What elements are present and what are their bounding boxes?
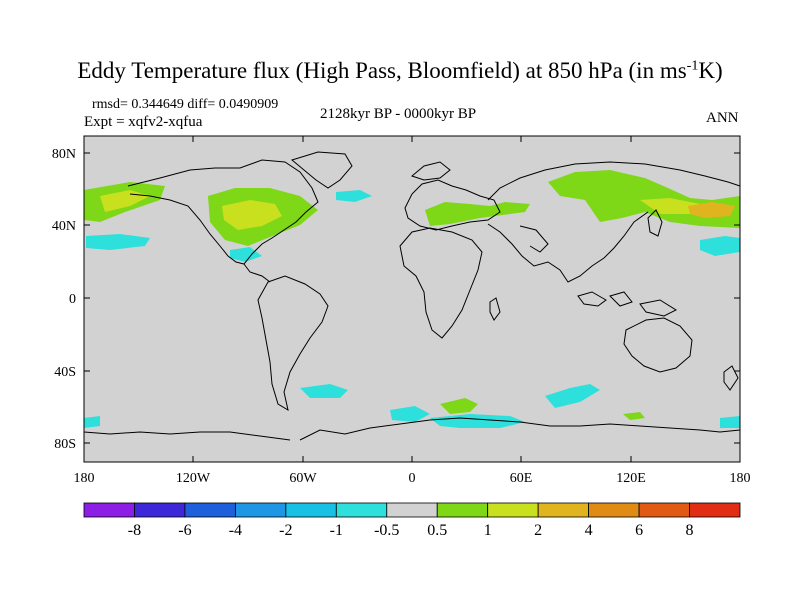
colorbar-label: -0.5: [374, 522, 399, 539]
y-axis: [84, 152, 740, 444]
x-tick-label: 60W: [289, 471, 317, 486]
colorbar-label: 1: [484, 522, 492, 539]
colorbar-swatch: [83, 502, 135, 518]
y-tick-label: 40S: [54, 365, 76, 380]
anomaly-negative-patches: [84, 190, 740, 428]
coastlines: [83, 151, 741, 441]
colorbar-swatch: [588, 502, 640, 518]
colorbar-swatch: [335, 502, 388, 518]
x-tick-label: 120E: [616, 471, 646, 486]
colorbar-label: -4: [229, 522, 242, 539]
colorbar-swatch: [689, 502, 741, 518]
colorbar-swatch: [184, 502, 236, 518]
x-tick-label: 180: [74, 471, 95, 486]
anomaly-yellow-patches: [100, 190, 700, 230]
x-tick-label: 0: [409, 471, 416, 486]
time-period-label: 2128kyr BP - 0000kyr BP: [320, 106, 477, 122]
colorbar-label: 2: [534, 522, 542, 539]
x-axis: [83, 136, 741, 462]
colorbar-label: 4: [585, 522, 593, 539]
colorbar-label: -8: [128, 522, 141, 539]
x-tick-label: 120W: [176, 471, 211, 486]
y-tick-label: 80N: [52, 147, 76, 162]
x-tick-label: 180: [730, 471, 751, 486]
colorbar-label: 6: [635, 522, 643, 539]
colorbar-swatch: [386, 502, 438, 518]
y-tick-label: 80S: [54, 437, 76, 452]
season-label: ANN: [706, 110, 739, 126]
experiment-label: Expt = xqfv2-xqfua: [84, 114, 203, 130]
colorbar-label: -6: [178, 522, 191, 539]
colorbar: [83, 502, 741, 518]
colorbar-label: -2: [279, 522, 292, 539]
y-tick-label: 40N: [52, 219, 76, 234]
anomaly-orange-patches: [688, 202, 735, 218]
rmsd-diff-stats: rmsd= 0.344649 diff= 0.0490909: [92, 97, 279, 112]
colorbar-label: 0.5: [427, 522, 447, 539]
colorbar-label: 8: [686, 522, 694, 539]
colorbar-swatch: [234, 502, 287, 518]
y-tick-label: 0: [69, 292, 76, 307]
colorbar-swatch: [537, 502, 590, 518]
x-tick-label: 60E: [510, 471, 533, 486]
colorbar-swatch: [638, 502, 690, 518]
plot-title: Eddy Temperature flux (High Pass, Bloomf…: [77, 58, 723, 83]
colorbar-swatch: [436, 502, 489, 518]
colorbar-swatch: [285, 502, 337, 518]
colorbar-swatch: [487, 502, 539, 518]
colorbar-labels: -8 -6 -4 -2 -1 -0.5 0.5 1 2 4 6 8: [128, 522, 694, 539]
colorbar-label: -1: [330, 522, 343, 539]
colorbar-swatch: [134, 502, 186, 518]
